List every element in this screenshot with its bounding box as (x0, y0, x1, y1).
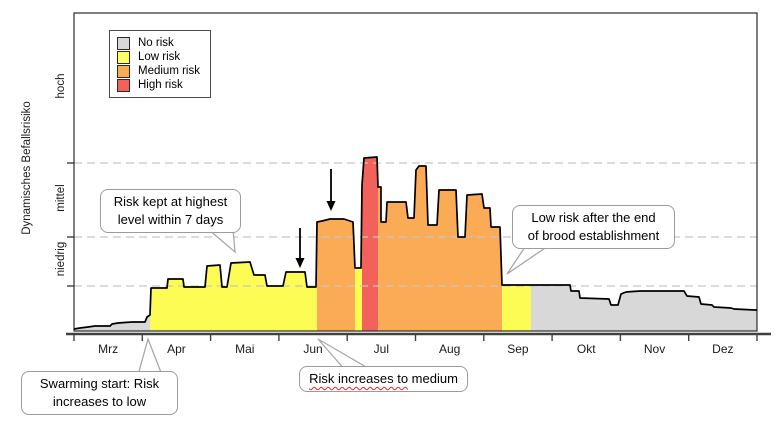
month-label-Okt: Okt (576, 342, 596, 356)
risk-area-low (355, 185, 362, 331)
legend-label: High risk (138, 79, 183, 91)
month-label-Sep: Sep (507, 342, 529, 356)
month-label-Jun: Jun (303, 342, 323, 356)
month-label-Mrz: Mrz (98, 342, 119, 356)
plot-frame (73, 12, 758, 332)
risk-area-medium (378, 166, 502, 331)
annotation-text: medium (408, 371, 458, 386)
month-label-Jul: Jul (373, 342, 390, 356)
annotation-line: Risk kept at highest (113, 194, 228, 209)
risk-curve (73, 156, 757, 330)
no-risk-swatch-icon (117, 36, 130, 50)
risk-area-medium (317, 219, 355, 331)
annotation-line: of brood establishment (527, 228, 660, 244)
annotation-text-misspelled: Risk increases to (309, 371, 409, 386)
month-label-Dez: Dez (712, 342, 734, 356)
annotation-line: increases to low (52, 394, 147, 410)
annotation-risk-kept: Risk kept at highest level within 7 days (100, 189, 241, 234)
legend-row-no-risk: No risk (117, 36, 200, 50)
month-label-Apr: Apr (167, 342, 186, 356)
risk-area-no_risk (74, 315, 150, 331)
legend-label: Low risk (138, 51, 181, 63)
risk-area-no_risk (531, 285, 757, 331)
annotation-line: Swarming start: Risk (39, 376, 160, 391)
y-band-label-niedrig: niedrig (55, 241, 67, 277)
legend-row-medium-risk: Medium risk (117, 64, 200, 78)
legend-row-high-risk: High risk (117, 78, 200, 92)
month-label-Nov: Nov (643, 342, 666, 356)
legend: No risk Low risk Medium risk High risk (109, 30, 211, 98)
month-label-Mai: Mai (235, 342, 255, 356)
legend-row-low-risk: Low risk (117, 50, 200, 64)
risk-area-high (362, 157, 378, 331)
annotation-low-risk-after: Low risk after the end of brood establis… (512, 205, 675, 250)
low-risk-swatch-icon (117, 50, 130, 64)
y-axis-title: Dynamisches Befallsrisiko (21, 101, 33, 235)
legend-label: Medium risk (138, 65, 200, 77)
medium-risk-swatch-icon (117, 64, 130, 78)
risk-area-low (502, 285, 531, 331)
y-band-label-mittel: mittel (55, 184, 67, 212)
annotation-risk-medium: Risk increases to medium (299, 366, 468, 393)
down-arrowhead-icon (295, 258, 305, 268)
high-risk-swatch-icon (117, 78, 130, 92)
annotation-line: level within 7 days (117, 212, 224, 228)
month-label-Aug: Aug (438, 342, 461, 356)
down-arrowhead-icon (326, 201, 336, 211)
annotation-line: Low risk after the end (531, 210, 656, 225)
legend-label: No risk (138, 37, 174, 49)
risk-area-low (150, 222, 317, 331)
y-band-label-hoch: hoch (55, 73, 67, 99)
annotation-swarming-start: Swarming start: Risk increases to low (21, 371, 178, 416)
